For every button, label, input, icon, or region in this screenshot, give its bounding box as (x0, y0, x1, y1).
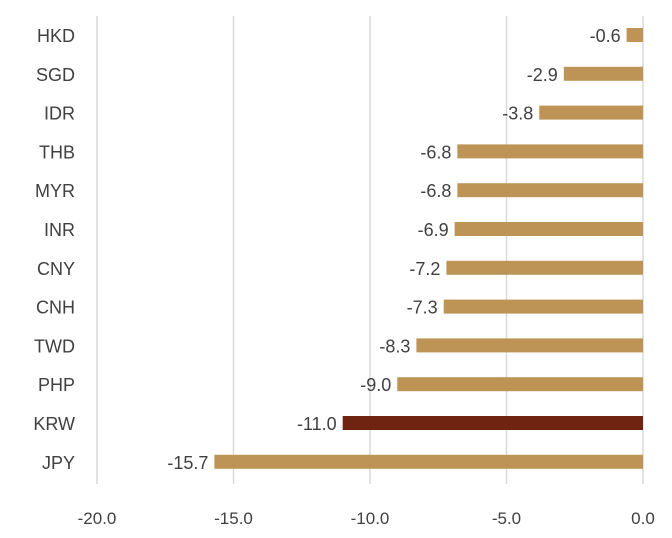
bar-hkd (626, 28, 643, 42)
value-label-cny: -7.2 (409, 259, 440, 279)
value-label-myr: -6.8 (420, 181, 451, 201)
value-axis: -20.0 -15.0 -10.0 -5.0 0.0 (78, 509, 655, 528)
bar-thb (457, 144, 643, 159)
category-axis: HKD SGD IDR THB MYR INR CNY CNH TWD PHP KRW JPY (33, 26, 75, 473)
bar-php (397, 377, 643, 392)
category-label-cny: CNY (37, 259, 75, 279)
bar-cny (446, 260, 643, 275)
bar-inr (454, 222, 643, 236)
x-tick-label: -20.0 (78, 509, 117, 528)
bar-myr (457, 183, 643, 198)
category-label-cnh: CNH (36, 298, 75, 318)
category-label-myr: MYR (35, 181, 75, 201)
category-label-thb: THB (39, 142, 75, 162)
bar-idr (539, 105, 643, 120)
category-label-sgd: SGD (36, 65, 75, 85)
category-label-krw: KRW (33, 414, 75, 434)
x-tick-label: -5.0 (492, 509, 521, 528)
category-label-jpy: JPY (42, 453, 75, 473)
value-label-thb: -6.8 (420, 142, 451, 162)
x-tick-label: 0.0 (631, 509, 655, 528)
bar-krw (342, 416, 643, 430)
value-labels: -0.6 -2.9 -3.8 -6.8 -6.8 -6.9 -7.2 -7.3 -8.3 -9.0… (167, 26, 620, 473)
category-label-php: PHP (38, 375, 75, 395)
category-label-twd: TWD (34, 336, 75, 356)
bar-cnh (443, 299, 643, 314)
bar-sgd (563, 66, 643, 81)
value-label-hkd: -0.6 (590, 26, 621, 46)
bars (214, 28, 643, 469)
value-label-jpy: -15.7 (167, 453, 208, 473)
bar-jpy (214, 454, 643, 469)
gridlines (96, 16, 644, 484)
category-label-idr: IDR (44, 104, 75, 124)
value-label-idr: -3.8 (502, 104, 533, 124)
value-label-sgd: -2.9 (527, 65, 558, 85)
category-label-inr: INR (44, 220, 75, 240)
value-label-cnh: -7.3 (407, 298, 438, 318)
category-label-hkd: HKD (37, 26, 75, 46)
value-label-twd: -8.3 (379, 336, 410, 356)
value-label-php: -9.0 (360, 375, 391, 395)
value-label-krw: -11.0 (297, 414, 337, 434)
bar-twd (416, 338, 643, 353)
x-tick-label: -10.0 (351, 509, 390, 528)
x-tick-label: -15.0 (214, 509, 253, 528)
value-label-inr: -6.9 (418, 220, 449, 240)
